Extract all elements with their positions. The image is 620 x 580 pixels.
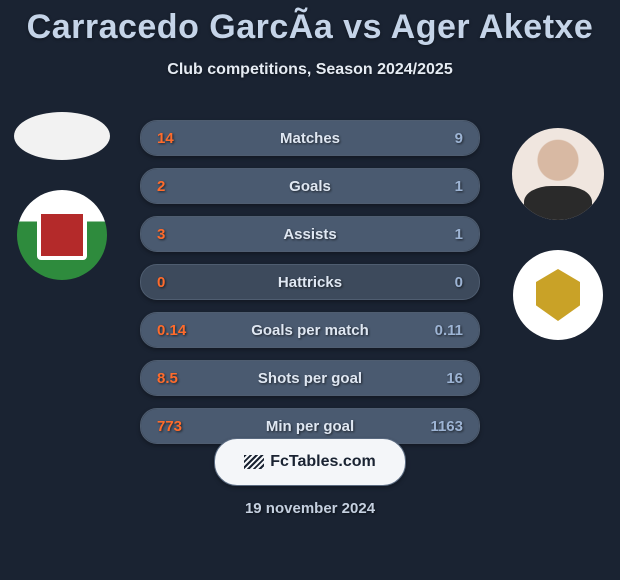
stat-value-right: 0 xyxy=(455,274,463,291)
page-title: Carracedo GarcÃ­a vs Ager Aketxe xyxy=(0,0,620,47)
left-column xyxy=(12,112,112,280)
stat-label: Matches xyxy=(141,130,479,147)
stat-value-right: 1 xyxy=(455,226,463,243)
stats-list: 14Matches9 2Goals1 3Assists1 0Hattricks0 0.1… xyxy=(140,120,480,444)
snapshot-date: 19 november 2024 xyxy=(0,500,620,517)
stat-row: 8.5Shots per goal16 xyxy=(140,360,480,396)
stat-value-right: 9 xyxy=(455,130,463,147)
stat-label: Assists xyxy=(141,226,479,243)
stat-row: 0.14Goals per match0.11 xyxy=(140,312,480,348)
stat-label: Min per goal xyxy=(141,418,479,435)
branding-pill[interactable]: FcTables.com xyxy=(214,438,406,486)
right-player-avatar xyxy=(512,128,604,220)
stat-row: 0Hattricks0 xyxy=(140,264,480,300)
left-club-badge xyxy=(17,190,107,280)
stat-row: 3Assists1 xyxy=(140,216,480,252)
stat-value-right: 16 xyxy=(446,370,463,387)
stat-label: Shots per goal xyxy=(141,370,479,387)
page-subtitle: Club competitions, Season 2024/2025 xyxy=(0,61,620,79)
stat-value-right: 1 xyxy=(455,178,463,195)
stat-value-right: 1163 xyxy=(430,418,463,435)
stat-label: Goals per match xyxy=(141,322,479,339)
right-club-badge xyxy=(513,250,603,340)
right-column xyxy=(508,128,608,340)
stat-value-right: 0.11 xyxy=(435,322,463,339)
stat-row: 2Goals1 xyxy=(140,168,480,204)
stat-label: Goals xyxy=(141,178,479,195)
stat-row: 14Matches9 xyxy=(140,120,480,156)
bar-chart-icon xyxy=(244,455,264,469)
brand-text: FcTables.com xyxy=(270,453,376,471)
stat-label: Hattricks xyxy=(141,274,479,291)
left-player-avatar-placeholder xyxy=(14,112,110,160)
